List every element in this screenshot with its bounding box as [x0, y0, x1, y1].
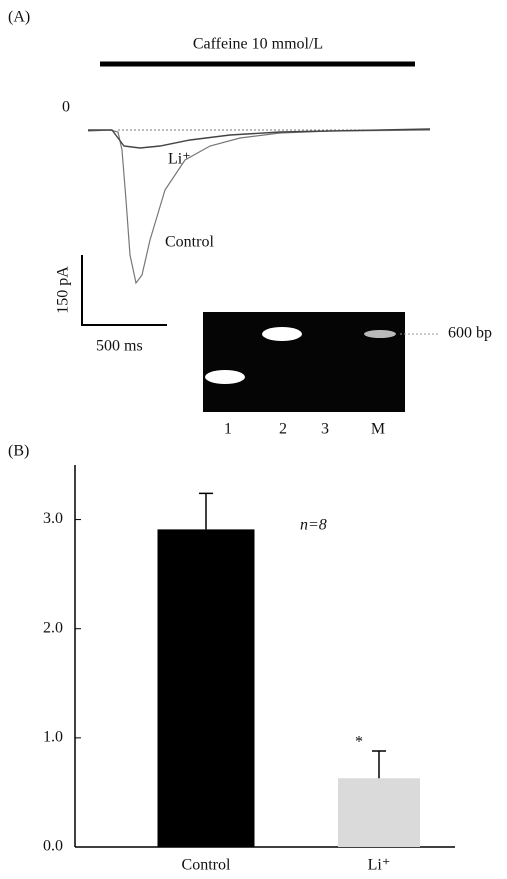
stimulus-label: Caffeine 10 mmol/L — [193, 36, 323, 53]
gel-band — [262, 327, 302, 341]
trace-label: Control — [165, 234, 214, 251]
significance: * — [355, 734, 363, 751]
error-bar — [199, 493, 213, 529]
lane-label: 2 — [279, 421, 287, 438]
trace-label: Li⁺ — [168, 151, 191, 168]
li-trace — [88, 129, 430, 148]
bar — [158, 529, 255, 847]
x-tick-label: Li⁺ — [368, 857, 391, 874]
scale-x-label: 500 ms — [96, 338, 143, 355]
lane-label: 1 — [224, 421, 232, 438]
bar — [338, 778, 420, 847]
y-tick-label: 2.0 — [43, 619, 63, 636]
zero-label: 0 — [62, 99, 70, 116]
lane-label: M — [371, 421, 385, 438]
figure: (A) Caffeine 10 mmol/L 0 Li⁺ Control 150… — [0, 0, 507, 879]
control-trace — [88, 130, 430, 283]
scale-y-label: 150 pA — [55, 266, 72, 314]
lane-label: 3 — [321, 421, 329, 438]
annotation: n=8 — [300, 517, 327, 534]
scale-bar — [82, 255, 167, 325]
gel-band — [205, 370, 245, 384]
y-tick-label: 0.0 — [43, 838, 63, 855]
panel-label: (B) — [8, 443, 29, 460]
error-bar — [372, 751, 386, 778]
gel — [203, 312, 405, 412]
y-tick-label: 3.0 — [43, 510, 63, 527]
gel-marker-label: 600 bp — [448, 325, 492, 342]
x-tick-label: Control — [182, 857, 231, 874]
gel-band — [364, 330, 396, 338]
panel-label: (A) — [8, 9, 30, 26]
y-tick-label: 1.0 — [43, 729, 63, 746]
